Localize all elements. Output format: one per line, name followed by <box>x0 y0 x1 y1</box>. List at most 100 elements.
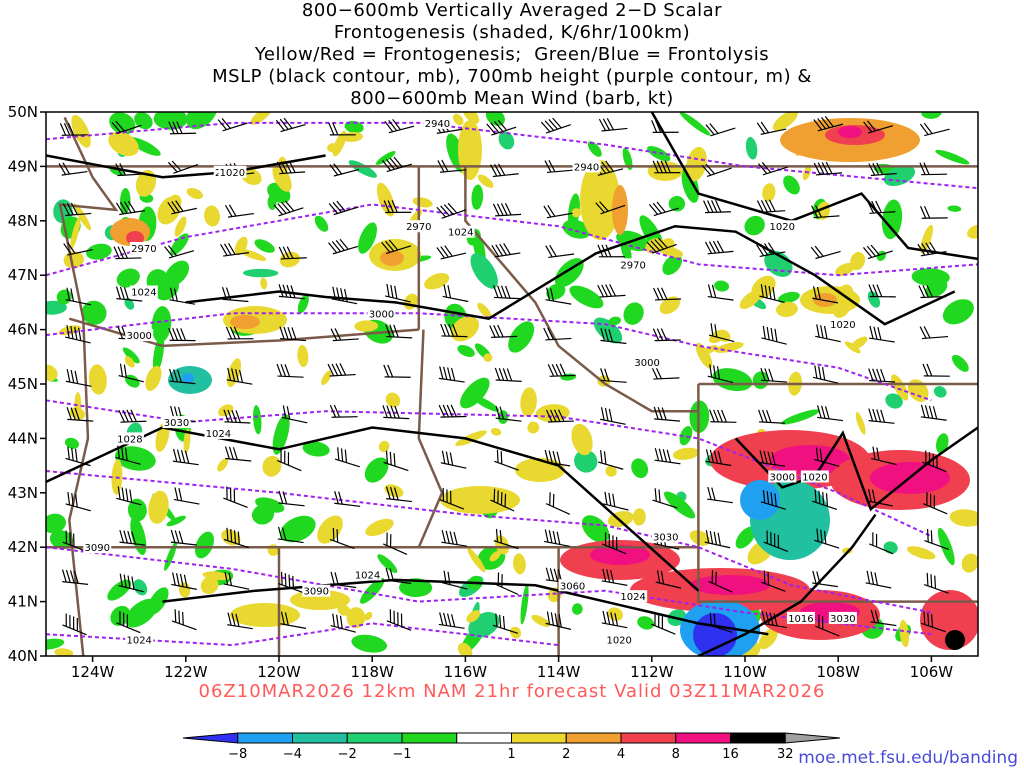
shading-blob <box>354 320 379 332</box>
lon-tick-label: 112W <box>630 663 674 681</box>
wind-barb <box>330 571 357 589</box>
shading-blob <box>226 358 242 388</box>
wind-barb <box>490 488 515 512</box>
shading-blob <box>942 299 974 325</box>
mslp-contour-label: 1024 <box>125 633 154 647</box>
svg-text:1020: 1020 <box>830 320 855 331</box>
wind-barb <box>544 159 573 174</box>
shading-blob <box>520 583 529 625</box>
wind-barb <box>601 610 628 629</box>
credit-link[interactable]: moe.met.fsu.edu/banding <box>798 748 1018 768</box>
svg-text:2940: 2940 <box>425 119 450 130</box>
chart-title: 800−600mb Vertically Averaged 2−D Scalar… <box>0 0 1024 110</box>
shading-blob <box>911 268 950 287</box>
wind-barb <box>600 368 627 383</box>
shading-blob <box>647 146 671 162</box>
wind-barb <box>653 406 681 422</box>
lat-tick-label: 45N <box>8 375 38 393</box>
wind-barb <box>223 486 248 509</box>
wind-barb <box>115 286 143 302</box>
shading-blob <box>250 112 272 125</box>
colorbar-label: 4 <box>617 747 625 762</box>
shading-blob <box>450 316 480 342</box>
wind-barb <box>334 447 360 468</box>
wind-barb <box>65 287 92 306</box>
wind-barb <box>648 201 679 217</box>
wind-barb <box>595 201 626 215</box>
lon-tick-label: 116W <box>444 663 488 681</box>
shading-blob <box>458 120 482 180</box>
shading-blob <box>838 126 862 138</box>
shading-blob <box>174 216 187 237</box>
shading-blob <box>906 546 936 560</box>
wind-barb <box>763 530 789 553</box>
svg-text:1024: 1024 <box>355 570 380 581</box>
shading-blob <box>772 112 798 131</box>
wind-barb <box>814 528 840 549</box>
wind-barb <box>545 492 571 515</box>
colorbar-segment <box>401 732 458 744</box>
wind-barb <box>278 246 307 260</box>
shading-blob <box>253 404 262 435</box>
wind-barb <box>225 326 254 340</box>
shading-blob <box>672 447 700 460</box>
wind-barb <box>919 122 950 137</box>
colorbar-label: −2 <box>338 747 357 762</box>
shading-blob <box>457 642 473 656</box>
wind-barb <box>223 409 251 424</box>
wind-barb <box>171 572 197 590</box>
mslp-contour-label: 1028 <box>115 432 144 445</box>
shading-blob <box>690 575 770 595</box>
shading-blob <box>945 630 965 650</box>
shading-blob <box>679 112 711 136</box>
height-contour-label: 3030 <box>651 530 680 543</box>
wind-barb <box>813 447 840 467</box>
shading-blob <box>527 421 540 434</box>
colorbar-segment <box>292 732 348 744</box>
wind-barb <box>328 122 356 136</box>
colorbar: −8 −4 −2 −1 1 2 4 8 16 32 <box>182 732 841 762</box>
wind-barb <box>756 242 786 258</box>
shading-blob <box>494 535 510 555</box>
wind-barb <box>224 446 252 462</box>
wind-barb <box>227 612 253 630</box>
wind-barb <box>382 405 410 420</box>
shading-blob <box>65 437 79 449</box>
wind-barb <box>758 409 785 424</box>
shading-blob <box>125 598 158 628</box>
shading-blob <box>302 441 330 457</box>
shading-blob <box>182 373 194 383</box>
shading-blob <box>835 263 855 276</box>
wind-barb <box>543 205 573 219</box>
shading-blob <box>151 306 172 343</box>
shading-blob <box>764 250 793 277</box>
wind-barb <box>863 120 894 134</box>
wind-barb <box>708 323 735 343</box>
wind-barb <box>276 363 304 378</box>
shading-blob <box>714 280 730 292</box>
colorbar-segment <box>675 732 731 744</box>
lon-tick-label: 108W <box>816 663 860 681</box>
or-id-border <box>417 329 444 548</box>
shading-blob <box>145 365 162 392</box>
shading-blob <box>695 342 713 369</box>
wind-barb <box>812 489 838 511</box>
shading-blob <box>470 253 498 289</box>
svg-text:3000: 3000 <box>126 331 151 342</box>
shading-blob <box>855 412 866 435</box>
height-contour-label: 3000 <box>125 329 154 342</box>
wind-barb <box>651 612 676 635</box>
wind-barb <box>329 404 358 418</box>
shading-blob <box>321 370 332 386</box>
lat-tick-label: 42N <box>8 538 38 556</box>
shading-blob <box>708 329 726 344</box>
wind-barb <box>703 200 731 214</box>
shading-blob <box>703 344 718 355</box>
wind-barb <box>494 367 522 382</box>
wind-barb <box>867 200 896 214</box>
wind-barb <box>169 368 196 385</box>
wind-barb <box>597 244 625 258</box>
shading-blob <box>535 404 570 423</box>
wind-barb <box>868 532 894 555</box>
wind-barb <box>59 122 88 136</box>
